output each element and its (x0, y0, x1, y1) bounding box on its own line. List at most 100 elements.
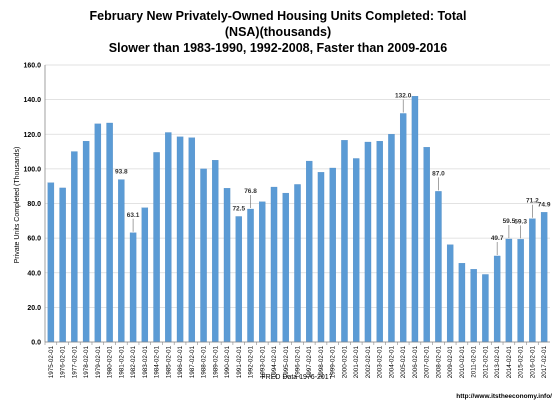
bar-1984-02-01 (153, 152, 160, 343)
x-tick-label: 1992-02-01 (248, 346, 255, 379)
chart-title-line-1: February New Privately-Owned Housing Uni… (90, 9, 467, 23)
x-tick-label: 1976-02-01 (60, 346, 67, 379)
bar-1998-02-01 (317, 172, 325, 343)
y-tick-label: 140.0 (23, 97, 41, 104)
bar-1976-02-01 (59, 187, 66, 343)
x-tick-label: 1999-02-01 (330, 346, 337, 379)
x-tick-label: 1998-02-01 (318, 346, 325, 379)
data-label: 87.0 (432, 170, 445, 177)
bar-1985-02-01 (165, 132, 172, 343)
bar-2009-02-01 (446, 244, 454, 343)
bar-2011-02-01 (470, 269, 477, 343)
x-tick-label: 2015-02-01 (518, 346, 525, 379)
x-tick-label: 2008-02-01 (435, 346, 442, 379)
bar-1994-02-01 (270, 186, 278, 343)
x-tick-label: 2005-02-01 (400, 346, 407, 379)
data-label: 76.8 (244, 188, 257, 195)
y-tick-label: 80.0 (27, 201, 41, 208)
x-tick-label: 1979-02-01 (95, 346, 102, 379)
x-tick-label: 1977-02-01 (71, 346, 78, 379)
y-axis-title: Private Units Completed (Thousands) (14, 147, 21, 264)
x-tick-label: 1990-02-01 (224, 346, 231, 379)
bars (47, 96, 548, 343)
bar-1979-02-01 (94, 123, 102, 343)
bar-1999-02-01 (329, 167, 336, 343)
source-link[interactable]: http://www.itstheeconomy.info/ (456, 393, 552, 400)
y-tick-label: 20.0 (27, 305, 41, 312)
axes: 0.0 20.0 40.0 60.0 80.0 100.0 120.0 140.0 160.0 1… (23, 63, 550, 379)
data-label: 72.5 (232, 205, 245, 212)
x-tick-label: 1994-02-01 (271, 346, 278, 379)
y-tick-label: 160.0 (23, 63, 41, 70)
x-tick-label: 1985-02-01 (165, 346, 172, 379)
y-tick-label: 120.0 (23, 132, 41, 139)
bar-1997-02-01 (306, 160, 313, 343)
x-tick-label: 2017-02-01 (541, 346, 548, 379)
x-tick-label: 2013-02-01 (494, 346, 501, 379)
bar-2000-02-01 (341, 140, 348, 343)
data-label: 59.3 (514, 218, 527, 225)
bar-1987-02-01 (188, 137, 196, 343)
x-tick-label: 1980-02-01 (107, 346, 114, 379)
x-tick-label: 2001-02-01 (353, 346, 360, 379)
bar-1977-02-01 (71, 151, 78, 343)
bar-1993-02-01 (259, 201, 266, 343)
bar-2016-02-01 (529, 218, 536, 343)
bar-2007-02-01 (423, 147, 430, 343)
x-tick-label: 2000-02-01 (341, 346, 348, 379)
data-label: 63.1 (127, 212, 140, 219)
x-tick-label: 1991-02-01 (236, 346, 243, 379)
y-tick-label: 40.0 (27, 270, 41, 277)
bar-2014-02-01 (505, 238, 513, 343)
chart-title-line-2: (NSA)(thousands) (225, 25, 331, 39)
x-tick-label: 1983-02-01 (142, 346, 149, 379)
bar-2017-02-01 (540, 212, 548, 343)
bar-2004-02-01 (388, 134, 395, 343)
y-tick-label: 0.0 (31, 340, 41, 347)
bar-2003-02-01 (376, 141, 383, 343)
x-tick-label: 2009-02-01 (447, 346, 454, 379)
bar-2012-02-01 (482, 274, 489, 343)
bar-1975-02-01 (47, 182, 55, 343)
bar-1986-02-01 (176, 136, 184, 343)
bar-1992-02-01 (247, 208, 254, 343)
data-labels: 93.8 63.1 72.5 76.8 132.0 87.0 49.7 59.5 59.3 71.… (115, 92, 551, 255)
x-tick-label: 2010-02-01 (459, 346, 466, 379)
x-tick-label: 2007-02-01 (424, 346, 431, 379)
bar-2005-02-01 (399, 113, 407, 343)
bar-1996-02-01 (294, 184, 301, 343)
bar-2001-02-01 (353, 158, 360, 343)
x-tick-label: 1975-02-01 (48, 346, 55, 379)
x-tick-label: 1986-02-01 (177, 346, 184, 379)
x-axis-title: FRED Data 1976-2017 (261, 374, 332, 381)
y-tick-label: 60.0 (27, 236, 41, 243)
bar-2015-02-01 (517, 239, 524, 343)
chart-title-line-3: Slower than 1983-1990, 1992-2008, Faster… (109, 41, 447, 55)
bar-1995-02-01 (282, 192, 289, 343)
data-label: 132.0 (395, 92, 412, 99)
bar-1991-02-01 (235, 216, 242, 343)
x-tick-label: 2006-02-01 (412, 346, 419, 379)
bar-2010-02-01 (458, 263, 466, 343)
y-tick-label: 100.0 (23, 166, 41, 173)
x-tick-label: 2014-02-01 (506, 346, 513, 379)
bar-2002-02-01 (364, 141, 372, 343)
x-tick-label: 2012-02-01 (482, 346, 489, 379)
bar-1989-02-01 (212, 160, 219, 343)
x-tick-label: 1982-02-01 (130, 346, 137, 379)
x-tick-label: 2011-02-01 (471, 346, 478, 378)
x-tick-label: 1993-02-01 (259, 346, 266, 379)
x-tick-label: 1989-02-01 (212, 346, 219, 379)
bar-2008-02-01 (435, 191, 442, 343)
x-tick-label: 1988-02-01 (201, 346, 208, 379)
x-tick-label: 1997-02-01 (306, 346, 313, 379)
bar-1983-02-01 (141, 207, 149, 343)
bar-1988-02-01 (200, 168, 207, 343)
x-tick-label: 1987-02-01 (189, 346, 196, 379)
bar-2013-02-01 (493, 255, 501, 343)
bar-1981-02-01 (118, 179, 125, 343)
bar-1990-02-01 (223, 188, 231, 343)
x-tick-label: 2004-02-01 (388, 346, 395, 379)
